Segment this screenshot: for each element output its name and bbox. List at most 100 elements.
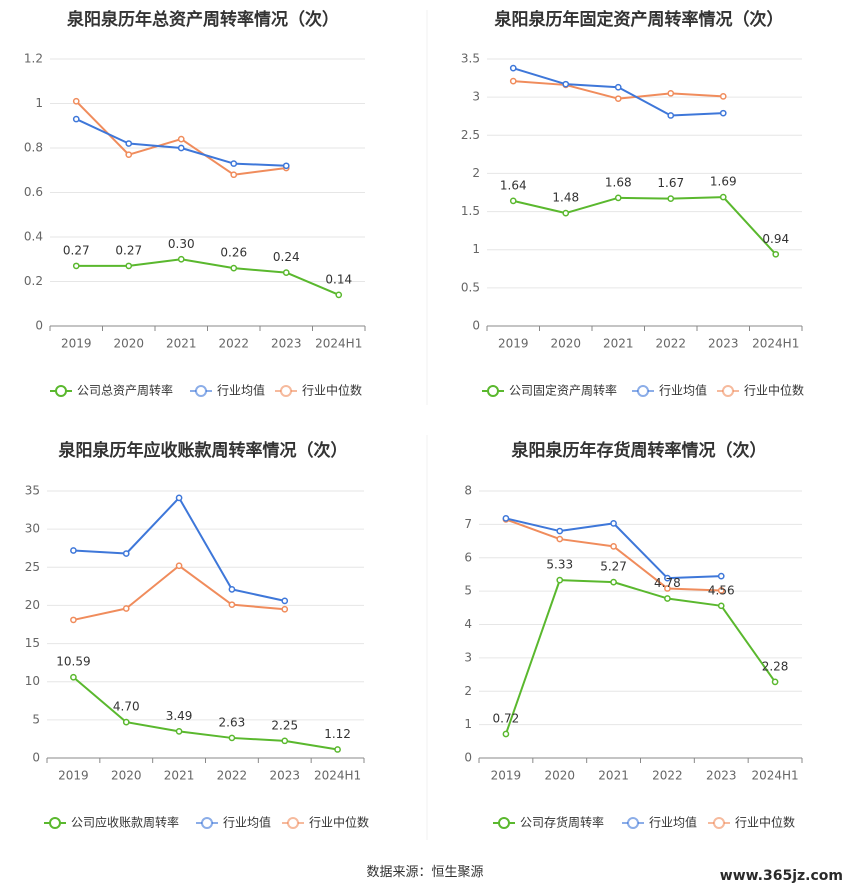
- y-tick-label: 0.2: [24, 274, 43, 288]
- legend-item-company[interactable]: 公司应收账款周转率: [44, 815, 179, 830]
- x-tick-label: 2023: [271, 337, 302, 351]
- data-source: 数据来源：恒生聚源: [366, 865, 483, 880]
- legend-marker-icon: [195, 385, 207, 397]
- data-point-company: [614, 194, 622, 202]
- x-tick-label: 2022: [652, 769, 683, 783]
- legend-label: 公司应收账款周转率: [71, 815, 179, 830]
- data-label: 4.78: [654, 576, 681, 590]
- data-point-industry-median: [610, 543, 617, 550]
- legend-marker-icon: [722, 385, 734, 397]
- x-tick-label: 2019: [498, 337, 529, 351]
- x-tick-label: 2021: [164, 769, 195, 783]
- y-tick-label: 1: [464, 717, 472, 731]
- y-tick-label: 10: [25, 674, 40, 688]
- y-tick-label: 2.5: [461, 128, 480, 142]
- data-point-company: [230, 264, 238, 272]
- data-point-company: [717, 602, 725, 610]
- data-point-industry-avg: [562, 80, 570, 88]
- y-tick-label: 3: [472, 90, 480, 104]
- y-tick-label: 15: [25, 636, 40, 650]
- data-point-industry-avg: [282, 162, 290, 170]
- series-line-company: [72, 676, 338, 751]
- data-label: 2.63: [219, 715, 246, 729]
- series-line-industry-median: [73, 564, 285, 621]
- data-point-industry-avg: [664, 574, 671, 582]
- legend-label: 行业均值: [649, 815, 697, 830]
- y-tick-label: 3.5: [461, 52, 480, 66]
- y-tick-label: 0: [35, 319, 43, 333]
- legend-item-industry-avg[interactable]: 行业均值: [196, 815, 271, 830]
- data-point-company: [664, 595, 671, 602]
- x-tick-label: 2020: [111, 769, 142, 783]
- data-label: 0.30: [168, 237, 195, 251]
- x-tick-label: 2022: [218, 337, 249, 351]
- x-tick-label: 2024H1: [315, 337, 362, 351]
- y-tick-label: 0.5: [461, 280, 480, 294]
- legend-item-company[interactable]: 公司固定资产周转率: [482, 383, 617, 398]
- legend-item-industry-avg[interactable]: 行业均值: [622, 815, 697, 830]
- series-line-company: [513, 196, 777, 255]
- data-point-industry-median: [614, 95, 622, 103]
- x-tick-label: 2019: [491, 769, 522, 783]
- data-label: 4.56: [708, 583, 735, 597]
- data-label: 1.12: [324, 727, 351, 741]
- data-point-industry-median: [122, 605, 130, 612]
- y-tick-label: 4: [464, 617, 472, 631]
- legend-item-industry-avg[interactable]: 行业均值: [632, 383, 707, 398]
- x-tick-label: 2019: [61, 337, 92, 351]
- data-label: 1.67: [657, 176, 684, 190]
- y-tick-label: 1.2: [24, 52, 43, 66]
- data-label: 1.64: [500, 178, 527, 192]
- data-point-company: [70, 673, 77, 681]
- y-tick-label: 0.4: [24, 230, 43, 244]
- legend-item-industry-median[interactable]: 行业中位数: [282, 815, 369, 830]
- data-label: 3.49: [166, 709, 193, 723]
- data-label: 5.27: [600, 560, 627, 574]
- legend-marker-icon: [713, 817, 725, 829]
- legend-item-industry-median[interactable]: 行业中位数: [275, 383, 362, 398]
- data-point-company: [335, 291, 343, 299]
- chart-title: 泉阳泉历年存货周转率情况（次）: [511, 440, 767, 461]
- data-point-industry-median: [667, 89, 675, 97]
- legend-item-industry-median[interactable]: 行业中位数: [717, 383, 804, 398]
- x-tick-label: 2023: [708, 337, 739, 351]
- legend-marker-icon: [201, 817, 213, 829]
- y-tick-label: 30: [25, 522, 40, 536]
- series-line-industry-avg: [512, 67, 724, 117]
- data-point-company: [175, 728, 183, 735]
- x-tick-label: 2024H1: [752, 337, 799, 351]
- data-point-industry-median: [556, 535, 564, 543]
- data-point-industry-avg: [228, 586, 236, 593]
- data-point-industry-avg: [281, 597, 289, 605]
- legend-item-company[interactable]: 公司存货周转率: [493, 815, 604, 830]
- data-point-industry-avg: [719, 109, 727, 117]
- legend-item-industry-avg[interactable]: 行业均值: [190, 383, 265, 398]
- legend-marker-icon: [287, 817, 299, 829]
- data-point-industry-avg: [717, 572, 725, 580]
- data-point-industry-avg: [122, 550, 130, 557]
- legend-marker-icon: [55, 385, 67, 397]
- legend-item-company[interactable]: 公司总资产周转率: [50, 383, 173, 398]
- data-point-industry-avg: [72, 115, 80, 123]
- data-label: 1.68: [605, 175, 632, 189]
- legend-marker-icon: [498, 817, 510, 829]
- y-tick-label: 1: [35, 96, 43, 110]
- legend-marker-icon: [487, 385, 499, 397]
- legend-label: 公司固定资产周转率: [509, 383, 617, 398]
- y-tick-label: 0.6: [24, 185, 43, 199]
- data-point-company: [72, 262, 80, 270]
- data-point-company: [122, 718, 130, 726]
- data-point-industry-avg: [502, 515, 510, 522]
- legend-item-industry-median[interactable]: 行业中位数: [708, 815, 795, 830]
- x-tick-label: 2021: [166, 337, 197, 351]
- data-point-industry-avg: [614, 83, 622, 91]
- y-tick-label: 20: [25, 598, 40, 612]
- legend-label: 行业中位数: [735, 815, 795, 830]
- legend-marker-icon: [627, 817, 639, 829]
- legend-label: 行业中位数: [744, 383, 804, 398]
- y-tick-label: 5: [464, 584, 472, 598]
- x-tick-label: 2022: [217, 769, 248, 783]
- x-tick-label: 2021: [603, 337, 634, 351]
- y-tick-label: 7: [464, 517, 472, 531]
- data-point-industry-median: [719, 93, 727, 100]
